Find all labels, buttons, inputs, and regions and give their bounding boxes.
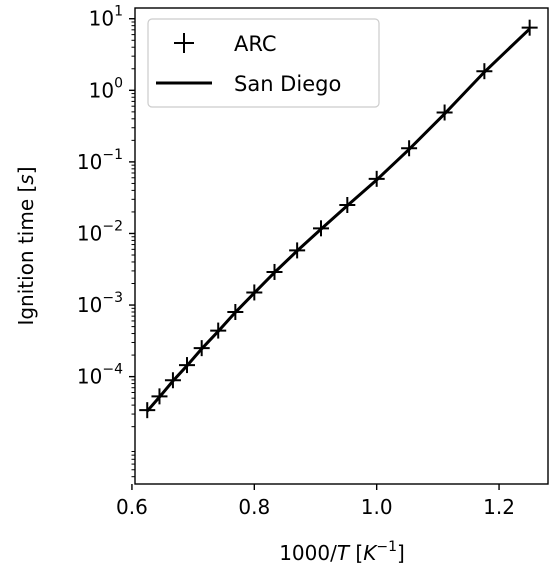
arc-marker: [246, 284, 263, 301]
arc-marker: [476, 63, 493, 80]
arc-marker: [164, 372, 181, 389]
arc-marker: [368, 170, 385, 187]
arc-marker: [313, 220, 330, 237]
legend: ARC San Diego: [147, 18, 380, 108]
arc-marker: [401, 140, 418, 157]
arc-marker: [139, 402, 156, 419]
plot-area: [139, 19, 538, 419]
y-tick-label: 10−3: [77, 290, 123, 317]
x-tick-label: 0.6: [116, 495, 148, 519]
y-tick-label: 101: [89, 4, 123, 31]
arc-marker: [339, 196, 356, 213]
y-tick-label: 100: [89, 75, 123, 102]
arc-marker: [266, 263, 283, 280]
x-tick-label: 1.2: [483, 495, 515, 519]
y-axis-title: Ignition time [s]: [14, 166, 38, 325]
legend-label-san-diego: San Diego: [234, 72, 341, 96]
x-tick-label: 1.0: [361, 495, 393, 519]
y-tick-label: 10−1: [77, 147, 123, 174]
legend-marker-arc: [174, 33, 194, 53]
x-tick-label: 0.8: [238, 495, 270, 519]
plot-frame: [134, 7, 549, 485]
arc-marker: [289, 242, 306, 259]
y-axis: 101 100 10−1 10−2 10−3 10−4: [77, 4, 135, 478]
x-axis-title: 1000/T [K−1]: [279, 539, 405, 565]
y-tick-label: 10−4: [77, 362, 123, 389]
y-tick-label: 10−2: [77, 218, 123, 245]
arc-marker: [227, 303, 244, 320]
arc-marker: [193, 340, 210, 357]
arc-marker: [436, 104, 453, 121]
arc-marker: [521, 19, 538, 36]
arc-marker: [151, 388, 168, 405]
legend-label-arc: ARC: [234, 32, 277, 56]
legend-box: [147, 18, 380, 108]
arc-marker: [210, 322, 227, 339]
arc-marker: [179, 357, 196, 374]
x-axis: 0.6 0.8 1.0 1.2: [116, 484, 515, 519]
